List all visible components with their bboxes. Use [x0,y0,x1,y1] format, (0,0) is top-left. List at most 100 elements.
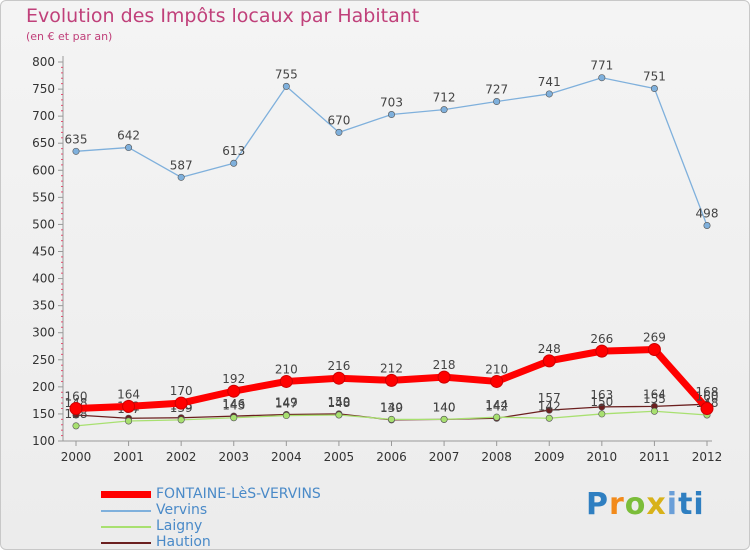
data-label: 139 [380,401,403,415]
y-tick-label: 600 [32,163,55,177]
chart-subtitle: (en € et par an) [26,30,113,43]
data-point [282,82,290,90]
logo-letter: i [693,487,705,522]
legend-swatch [101,510,151,512]
legend-swatch [101,542,151,544]
data-label: 142 [485,399,508,413]
data-point [598,74,606,82]
data-point [387,415,395,423]
data-point [335,411,343,419]
data-point [437,370,451,384]
data-point [387,111,395,119]
y-tick-label: 400 [32,272,55,286]
data-label: 170 [170,384,193,398]
data-label: 143 [222,399,245,413]
logo-letter: i [666,487,679,522]
data-point [545,406,553,414]
data-point [440,106,448,114]
legend-label: Haution [156,534,211,550]
data-point [595,344,609,358]
data-label: 160 [696,390,719,404]
data-point [125,144,133,152]
data-label: 149 [275,395,298,409]
data-label: 269 [643,330,666,344]
data-label: 142 [538,399,561,413]
chart-title: Evolution des Impôts locaux par Habitant [26,5,420,27]
data-label: 266 [590,332,613,346]
data-label: 163 [590,388,613,402]
data-point [542,354,556,368]
data-point [279,374,293,388]
x-tick-label: 2007 [429,450,460,464]
data-point [177,173,185,181]
y-tick-label: 700 [32,109,55,123]
x-tick-label: 2004 [271,450,302,464]
data-point [650,407,658,415]
x-tick-label: 2002 [166,450,197,464]
data-point [598,410,606,418]
x-tick-label: 2000 [61,450,92,464]
data-point [282,412,290,420]
data-point [700,402,714,416]
data-point [650,85,658,93]
legend-label: FONTAINE-LèS-VERVINS [156,486,321,502]
y-tick-label: 750 [32,82,55,96]
data-label: 140 [433,400,456,414]
data-point [174,396,188,410]
x-tick-label: 2001 [113,450,144,464]
data-point [122,399,136,413]
y-tick-label: 350 [32,299,55,313]
y-tick-label: 550 [32,190,55,204]
logo-letter: t [678,487,694,522]
legend-swatch [101,526,151,528]
data-label: 164 [643,387,666,401]
logo-letter: x [646,487,667,522]
data-label: 212 [380,361,403,375]
data-point [598,403,606,411]
data-label: 741 [538,75,561,89]
data-point [227,384,241,398]
data-point [440,415,448,423]
legend-label: Laigny [156,518,203,534]
y-tick-label: 650 [32,136,55,150]
legend-label: Vervins [156,502,208,518]
data-label: 642 [117,129,140,143]
data-label: 703 [380,96,403,110]
y-tick-label: 450 [32,245,55,259]
data-point [545,414,553,422]
data-label: 146 [222,397,245,411]
x-tick-label: 2003 [218,450,249,464]
y-tick-label: 150 [32,407,55,421]
data-label: 498 [696,207,719,221]
data-point [545,90,553,98]
series-laigny: 128137139143147148140140144142150155148 [65,392,718,430]
x-tick-label: 2011 [639,450,670,464]
data-label: 248 [538,342,561,356]
data-point [385,373,398,387]
data-point [490,374,504,388]
data-label: 157 [538,391,561,405]
data-point [493,98,501,106]
logo-letter: r [609,487,625,522]
data-label: 727 [485,83,508,97]
series-fontaine-l-s-vervins: 160 164 170 192 210 216 212 218 210 248 266 269 160 [65,330,719,416]
y-tick-label: 300 [32,326,55,340]
data-label: 140 [433,400,456,414]
y-tick-label: 500 [32,217,55,231]
data-point [69,402,83,416]
data-point [332,371,346,385]
data-label: 712 [433,91,456,105]
data-label: 771 [590,59,613,73]
data-label: 670 [327,113,350,127]
x-tick-label: 2009 [534,450,565,464]
data-label: 150 [590,395,613,409]
x-tick-label: 2012 [692,450,723,464]
data-label: 192 [222,372,245,386]
data-point [230,414,238,422]
data-label: 751 [643,70,666,84]
data-point [703,222,711,230]
proxiti-logo: Proxiti [586,487,705,522]
data-label: 755 [275,67,298,81]
